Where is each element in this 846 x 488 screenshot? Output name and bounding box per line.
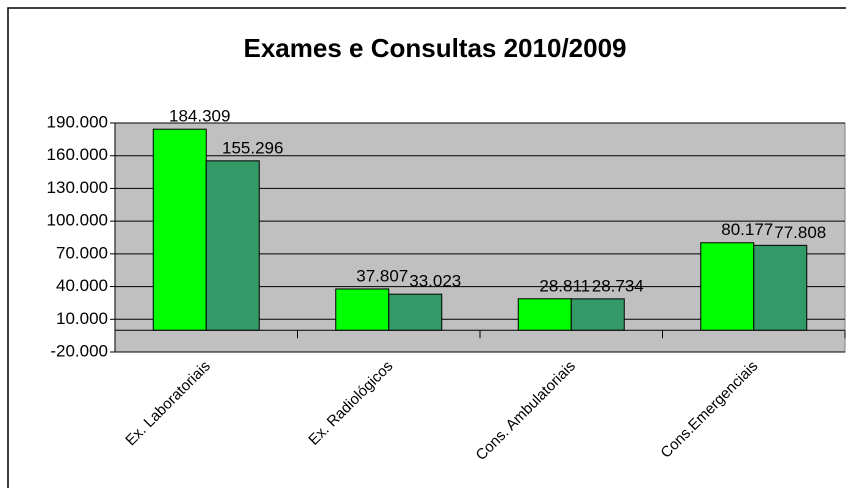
bar (570, 298, 625, 331)
y-tick-label: 70.000 (56, 243, 108, 262)
data-label: 80.177 (721, 220, 773, 239)
data-label: 28.811 (539, 276, 590, 295)
y-tick-label: 100.000 (47, 211, 108, 230)
bar (388, 293, 443, 331)
data-label: 155.296 (222, 138, 283, 157)
y-tick-label: -20.000 (50, 341, 108, 360)
y-tick-label: 130.000 (47, 178, 108, 197)
bar (517, 298, 572, 331)
data-label: 77.808 (774, 223, 826, 242)
y-tick-label: 40.000 (56, 276, 108, 295)
data-label: 33.023 (409, 272, 461, 291)
bar (700, 242, 755, 331)
y-tick-label: 10.000 (56, 309, 108, 328)
data-label: 37.807 (356, 266, 408, 285)
bar (753, 244, 808, 331)
bar (335, 288, 390, 331)
y-tick-label: 160.000 (47, 145, 108, 164)
data-label: 184.309 (169, 107, 230, 126)
bar (205, 160, 260, 331)
bar (152, 128, 207, 331)
chart-title: Exames e Consultas 2010/2009 (243, 33, 626, 63)
data-label: 28.734 (592, 276, 644, 295)
y-tick-label: 190.000 (47, 112, 108, 131)
